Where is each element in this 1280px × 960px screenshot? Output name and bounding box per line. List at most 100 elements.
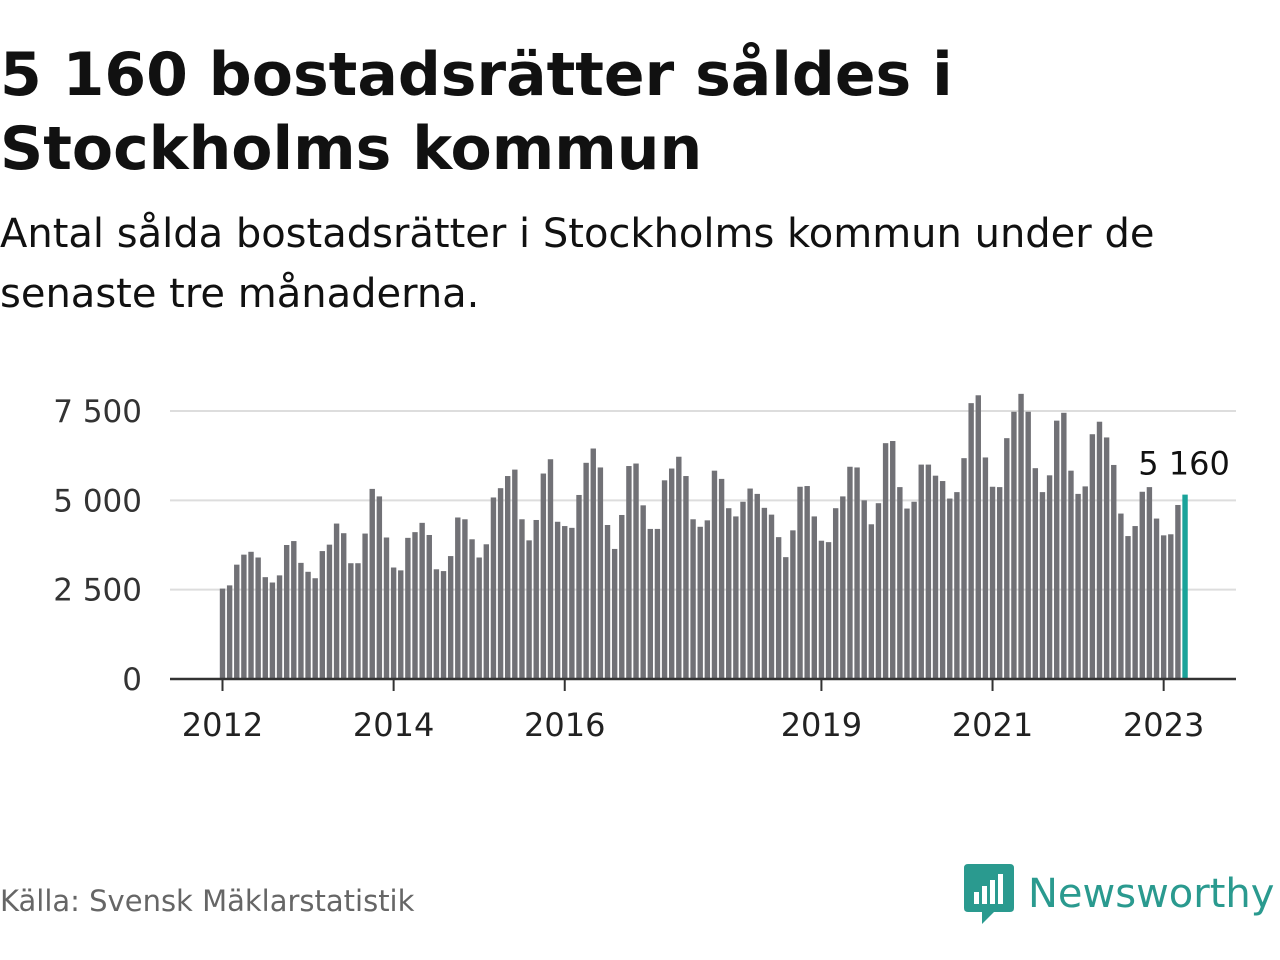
bar bbox=[947, 498, 953, 679]
y-axis-ticks: 0 2 500 5 000 7 500 bbox=[53, 394, 142, 698]
bar bbox=[1160, 535, 1167, 679]
bar bbox=[1168, 534, 1174, 679]
bar bbox=[376, 496, 383, 679]
bar bbox=[398, 570, 404, 679]
bar bbox=[890, 441, 896, 679]
bar bbox=[775, 537, 782, 679]
bar bbox=[668, 468, 675, 679]
chart-subtitle: Antal sålda bostadsrätter i Stockholms k… bbox=[0, 211, 1155, 317]
bar bbox=[1032, 468, 1039, 679]
bar bbox=[547, 459, 554, 679]
bar bbox=[1004, 438, 1010, 679]
bar bbox=[647, 528, 653, 679]
bar bbox=[298, 562, 304, 679]
bar bbox=[390, 567, 397, 679]
x-tick-label: 2012 bbox=[182, 706, 263, 744]
bar bbox=[219, 588, 226, 679]
bar bbox=[968, 403, 974, 679]
x-tick-label: 2019 bbox=[781, 706, 862, 744]
bar bbox=[718, 478, 725, 679]
bar bbox=[1111, 464, 1117, 679]
bar bbox=[1153, 518, 1160, 679]
bar bbox=[897, 487, 903, 679]
bar bbox=[847, 466, 853, 679]
bar-chart: 0 2 500 5 000 7 500 2012 2014 2016 2019 2021 202… bbox=[53, 393, 1236, 744]
y-tick-label: 0 bbox=[122, 662, 142, 698]
chart-title: 5 160 bostadsrätter såldes i Stockholms … bbox=[0, 40, 953, 184]
bar bbox=[818, 540, 825, 679]
bar bbox=[576, 494, 582, 679]
bar bbox=[526, 540, 532, 679]
bar bbox=[483, 544, 490, 679]
bar bbox=[355, 563, 361, 679]
bar bbox=[497, 488, 504, 679]
bar bbox=[740, 501, 746, 679]
bar bbox=[1046, 475, 1053, 679]
bar bbox=[234, 564, 240, 679]
bar bbox=[626, 466, 632, 679]
bar bbox=[1089, 434, 1096, 679]
bar bbox=[761, 507, 768, 679]
bar bbox=[661, 480, 668, 679]
bar bbox=[726, 508, 732, 679]
bar bbox=[333, 523, 340, 679]
bar bbox=[904, 508, 910, 679]
bar bbox=[768, 514, 775, 679]
bar bbox=[455, 517, 461, 679]
y-tick-label: 2 500 bbox=[53, 573, 142, 609]
bar bbox=[590, 448, 596, 679]
bar bbox=[276, 575, 283, 679]
bar bbox=[426, 534, 432, 679]
bar bbox=[326, 544, 333, 679]
bar bbox=[248, 551, 254, 679]
bar bbox=[1082, 486, 1088, 679]
bar bbox=[469, 539, 475, 679]
bar bbox=[348, 563, 354, 679]
bar bbox=[932, 475, 939, 679]
bar bbox=[804, 486, 810, 679]
bar bbox=[341, 533, 347, 679]
bar bbox=[241, 554, 247, 679]
bar bbox=[1132, 526, 1138, 679]
bar bbox=[711, 470, 718, 679]
x-tick-label: 2016 bbox=[524, 706, 605, 744]
bar bbox=[533, 519, 539, 679]
bar bbox=[918, 464, 924, 679]
bar bbox=[754, 493, 760, 679]
bar bbox=[797, 486, 803, 679]
bar bbox=[383, 537, 390, 679]
bar bbox=[512, 469, 518, 679]
bar bbox=[840, 496, 846, 679]
bar bbox=[447, 556, 454, 679]
bar bbox=[854, 467, 860, 679]
bar bbox=[733, 516, 739, 679]
bar bbox=[319, 551, 326, 679]
bar bbox=[291, 541, 297, 679]
bar bbox=[939, 481, 946, 679]
bar bbox=[676, 456, 682, 679]
bar-highlight bbox=[1182, 494, 1188, 679]
bar bbox=[811, 516, 817, 679]
bar bbox=[1068, 470, 1074, 679]
bar bbox=[562, 526, 568, 679]
x-tick-label: 2021 bbox=[952, 706, 1033, 744]
bar bbox=[954, 492, 960, 679]
bar bbox=[825, 542, 832, 679]
x-tick-label: 2014 bbox=[353, 706, 434, 744]
bar bbox=[476, 557, 482, 679]
source-note: Källa: Svensk Mäklarstatistik bbox=[0, 884, 415, 918]
bar bbox=[654, 528, 661, 679]
bar bbox=[1075, 493, 1081, 679]
bar bbox=[519, 519, 525, 679]
bar bbox=[1118, 513, 1124, 679]
bar bbox=[597, 467, 604, 679]
bar bbox=[1054, 420, 1060, 679]
bar bbox=[490, 497, 497, 679]
x-axis-ticks: 2012 2014 2016 2019 2021 2023 bbox=[182, 679, 1204, 744]
brand-logo[interactable]: Newsworthy bbox=[964, 862, 1274, 926]
bar bbox=[982, 457, 989, 679]
bar bbox=[540, 473, 547, 679]
bar bbox=[412, 532, 418, 679]
bar bbox=[832, 508, 839, 679]
bar bbox=[312, 578, 318, 679]
